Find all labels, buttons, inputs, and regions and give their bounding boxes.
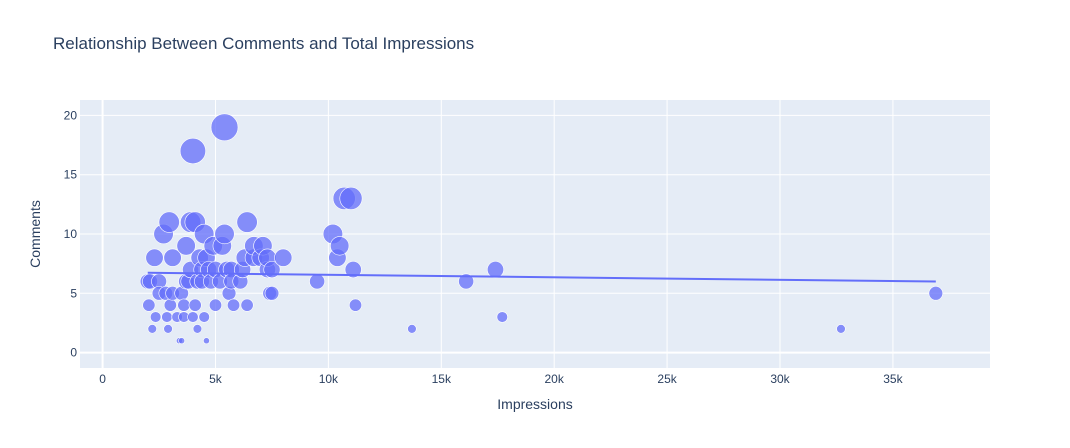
y-tick-label: 20 <box>64 108 78 122</box>
data-point <box>486 261 504 279</box>
chart-title: Relationship Between Comments and Total … <box>53 34 474 53</box>
data-point <box>928 286 944 301</box>
data-point <box>274 248 293 267</box>
data-point <box>407 324 417 334</box>
data-point <box>344 261 362 279</box>
data-point <box>145 248 164 267</box>
data-point <box>496 311 508 323</box>
x-tick-label: 10k <box>319 372 339 386</box>
data-point <box>163 248 182 267</box>
data-point <box>179 137 206 165</box>
data-point <box>339 186 363 210</box>
data-point <box>210 113 239 142</box>
x-axis-title: Impressions <box>497 396 572 412</box>
x-tick-label: 20k <box>545 372 565 386</box>
data-point <box>203 337 210 345</box>
data-point <box>163 324 173 334</box>
data-point <box>163 298 177 312</box>
x-axis-ticks: 0 5k 10k 15k 20k 25k 30k 35k <box>99 372 903 386</box>
data-point <box>348 298 362 312</box>
data-point <box>208 298 222 312</box>
x-tick-label: 15k <box>432 372 452 386</box>
x-tick-label: 35k <box>883 372 903 386</box>
data-point <box>198 311 210 323</box>
data-point <box>227 298 241 312</box>
data-point <box>161 311 173 323</box>
data-point <box>178 337 186 345</box>
y-tick-label: 5 <box>70 286 77 300</box>
trendline-group <box>147 271 936 283</box>
y-tick-label: 10 <box>64 227 78 241</box>
trendline <box>147 271 936 283</box>
x-tick-label: 25k <box>657 372 677 386</box>
data-point <box>240 298 254 312</box>
data-point <box>187 311 199 323</box>
data-point <box>236 211 258 233</box>
data-point <box>188 298 202 312</box>
data-point <box>192 324 203 334</box>
data-points <box>139 113 944 345</box>
gridlines <box>80 100 990 368</box>
data-point <box>149 311 162 323</box>
x-tick-label: 5k <box>209 372 223 386</box>
x-tick-label: 0 <box>99 372 106 386</box>
y-tick-label: 15 <box>64 168 78 182</box>
data-point <box>158 211 180 233</box>
y-axis-ticks: 0 5 10 15 20 <box>64 108 78 359</box>
data-point <box>177 298 191 312</box>
data-point <box>214 223 235 245</box>
x-tick-label: 30k <box>770 372 790 386</box>
y-axis-title: Comments <box>27 200 43 268</box>
data-point <box>309 273 325 290</box>
data-point <box>264 286 280 301</box>
data-point <box>142 298 156 312</box>
data-point <box>330 236 350 256</box>
data-point <box>836 324 846 334</box>
data-point <box>147 324 157 334</box>
y-tick-label: 0 <box>70 346 77 360</box>
data-point <box>176 236 196 256</box>
data-point <box>458 273 475 290</box>
